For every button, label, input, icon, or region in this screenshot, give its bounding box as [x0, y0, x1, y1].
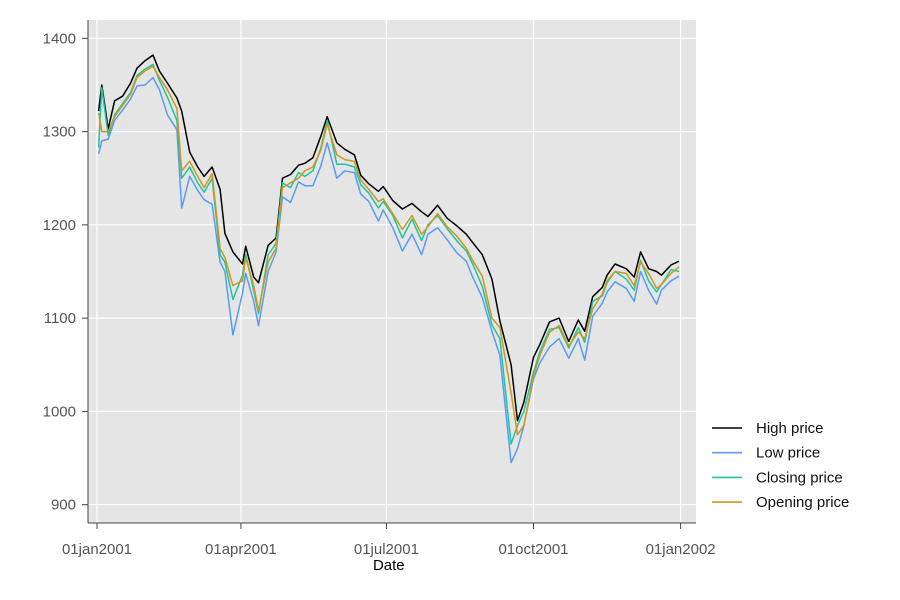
- series-line-high-price: [97, 54, 680, 422]
- x-tick-label: 01apr2001: [205, 541, 277, 558]
- series-lines: [97, 54, 680, 464]
- y-tick-label: 1400: [43, 30, 76, 47]
- x-tick-label: 01jul2001: [354, 541, 419, 558]
- x-axis-title: Date: [373, 557, 405, 574]
- x-tick-label: 01jan2001: [62, 541, 132, 558]
- legend: High price Low price Closing price Opening …: [712, 420, 849, 511]
- legend-label: High price: [756, 420, 824, 437]
- x-tick-label: 01jan2002: [646, 541, 716, 558]
- series-line-opening-price: [97, 65, 680, 436]
- series-line-low-price: [97, 76, 680, 464]
- axes: 900 1000 1100 1200 1300 1400 01jan2001 01apr200…: [43, 20, 716, 558]
- y-tick-label: 1200: [43, 217, 76, 234]
- legend-label: Closing price: [756, 469, 843, 486]
- y-tick-label: 1000: [43, 403, 76, 420]
- y-tick-label: 1300: [43, 124, 76, 141]
- y-tick-label: 1100: [44, 310, 76, 327]
- legend-label: Low price: [756, 445, 820, 462]
- grid-lines: [88, 20, 696, 523]
- y-tick-label: 900: [51, 497, 76, 514]
- plot-background: [88, 20, 696, 523]
- legend-label: Opening price: [756, 494, 849, 511]
- x-tick-label: 01oct2001: [498, 541, 568, 558]
